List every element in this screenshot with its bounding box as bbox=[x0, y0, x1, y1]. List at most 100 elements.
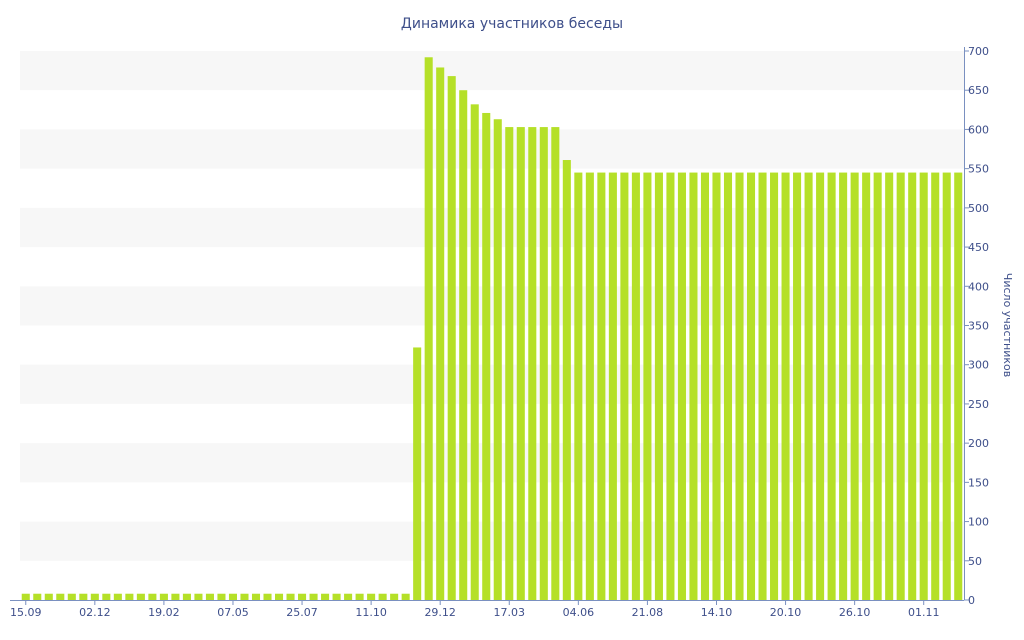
bar bbox=[516, 127, 525, 600]
bar bbox=[309, 593, 318, 600]
bar bbox=[954, 172, 963, 601]
bar bbox=[597, 172, 606, 601]
bar bbox=[781, 172, 790, 601]
bar bbox=[505, 127, 514, 600]
bar bbox=[528, 127, 537, 600]
bar bbox=[562, 160, 571, 600]
bar bbox=[677, 172, 686, 601]
bar bbox=[827, 172, 836, 601]
x-tick-label: 01.11 bbox=[908, 606, 940, 619]
y-tick-label: 650 bbox=[968, 84, 989, 97]
bar bbox=[539, 127, 548, 600]
bar bbox=[182, 593, 191, 600]
bar bbox=[56, 593, 65, 600]
y-tick-label: 200 bbox=[968, 437, 989, 450]
bar bbox=[136, 593, 145, 600]
bar bbox=[816, 172, 825, 601]
bar bbox=[493, 119, 502, 601]
x-tick-label: 15.09 bbox=[10, 606, 42, 619]
bar bbox=[90, 593, 99, 600]
y-tick-label: 600 bbox=[968, 123, 989, 136]
bar bbox=[274, 593, 284, 600]
bar bbox=[631, 172, 640, 601]
bar bbox=[839, 172, 848, 601]
grid-band bbox=[20, 129, 964, 169]
bar bbox=[700, 172, 710, 601]
bar bbox=[263, 593, 272, 600]
bar bbox=[919, 172, 928, 601]
bar bbox=[793, 172, 802, 601]
y-tick-label: 250 bbox=[968, 398, 989, 411]
bar bbox=[79, 593, 88, 600]
bar bbox=[413, 347, 422, 600]
bar bbox=[608, 172, 617, 601]
bar bbox=[424, 57, 433, 600]
bar bbox=[735, 172, 744, 601]
bar bbox=[620, 172, 629, 601]
bar bbox=[551, 127, 560, 600]
bar bbox=[654, 172, 663, 601]
x-axis: 15.09 02.12 19.02 07.05 25.07 11.10 29.12 17.03… bbox=[10, 600, 964, 619]
bar-series bbox=[21, 57, 963, 601]
bar bbox=[298, 593, 307, 600]
y-tick-label: 400 bbox=[968, 280, 989, 293]
x-tick-label: 17.03 bbox=[494, 606, 526, 619]
y-axis: 0 50 100 150 200 250 300 350 400 450 500 550 600 650 7… bbox=[964, 45, 989, 607]
bar bbox=[931, 172, 940, 601]
y-tick-label: 0 bbox=[968, 594, 975, 607]
bar bbox=[67, 593, 76, 600]
bar bbox=[217, 593, 226, 600]
bar bbox=[896, 172, 905, 601]
y-tick-label: 500 bbox=[968, 202, 989, 215]
bar bbox=[459, 90, 468, 600]
y-tick-label: 50 bbox=[968, 555, 982, 568]
bar bbox=[482, 112, 491, 601]
bar bbox=[286, 593, 295, 600]
bar bbox=[770, 172, 779, 601]
bar bbox=[355, 593, 364, 600]
bar bbox=[344, 593, 353, 600]
x-tick-label: 14.10 bbox=[701, 606, 733, 619]
bar bbox=[758, 172, 767, 601]
bar bbox=[862, 172, 871, 601]
x-tick-label: 26.10 bbox=[839, 606, 871, 619]
bar bbox=[113, 593, 122, 600]
bar bbox=[942, 172, 951, 601]
y-tick-label: 700 bbox=[968, 45, 989, 58]
bar bbox=[585, 172, 594, 601]
bar bbox=[194, 593, 203, 600]
bar bbox=[321, 593, 330, 600]
bar bbox=[367, 593, 376, 600]
bar bbox=[885, 172, 894, 601]
bar bbox=[447, 76, 456, 600]
x-tick-label: 20.10 bbox=[770, 606, 802, 619]
bar bbox=[332, 593, 341, 600]
y-tick-label: 150 bbox=[968, 476, 989, 489]
bar bbox=[804, 172, 813, 601]
bar bbox=[228, 593, 238, 600]
x-tick-label: 25.07 bbox=[286, 606, 318, 619]
bar bbox=[574, 172, 583, 601]
bar bbox=[470, 104, 479, 601]
bar bbox=[33, 593, 42, 600]
bar bbox=[436, 67, 445, 601]
bar bbox=[240, 593, 249, 600]
bar bbox=[723, 172, 733, 601]
x-tick-label: 21.08 bbox=[632, 606, 664, 619]
bar bbox=[102, 593, 111, 600]
bar bbox=[401, 593, 410, 600]
bar bbox=[148, 593, 157, 600]
x-tick-label: 02.12 bbox=[79, 606, 111, 619]
x-tick-label: 07.05 bbox=[217, 606, 249, 619]
bar bbox=[251, 593, 261, 600]
x-tick-label: 19.02 bbox=[148, 606, 180, 619]
bar bbox=[125, 593, 134, 600]
bar bbox=[378, 593, 387, 600]
bar bbox=[908, 172, 917, 601]
bar bbox=[689, 172, 698, 601]
bar bbox=[44, 593, 53, 600]
bar bbox=[873, 172, 882, 601]
y-tick-label: 100 bbox=[968, 516, 989, 529]
bar bbox=[746, 172, 756, 601]
